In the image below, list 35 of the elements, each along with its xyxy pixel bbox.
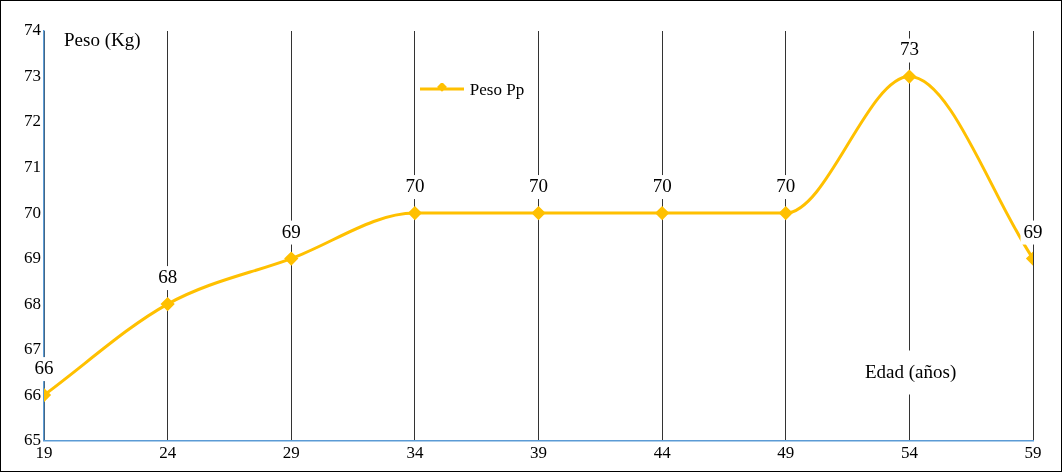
x-tick-label: 39: [530, 443, 547, 463]
data-label: 70: [652, 175, 672, 197]
y-axis-title: Peso (Kg): [64, 28, 141, 51]
x-tick-label: 34: [406, 443, 424, 463]
point: [655, 206, 669, 220]
x-tick-label: 44: [653, 443, 672, 463]
data-label: 70: [776, 175, 796, 197]
y-tick-label: 68: [24, 293, 41, 313]
y-tick-label: 73: [24, 65, 41, 85]
y-tick-label: 69: [24, 248, 41, 268]
point: [408, 206, 422, 220]
x-tick-label: 29: [282, 443, 300, 463]
point: [161, 297, 175, 311]
x-tick-label: 54: [900, 443, 919, 463]
data-label: 73: [899, 38, 919, 60]
point: [902, 70, 916, 84]
data-label: 70: [529, 175, 548, 197]
legend-label: Peso Pp: [469, 80, 525, 101]
y-tick-label: 67: [24, 339, 42, 359]
x-tick-label: 49: [777, 443, 795, 463]
x-axis-title: Edad (años): [865, 360, 957, 383]
point: [532, 206, 545, 220]
y-tick-label: 70: [24, 202, 41, 222]
point: [284, 252, 298, 266]
x-tick-label: 59: [1024, 443, 1042, 463]
y-tick-label: 72: [24, 111, 41, 131]
y-tick-label: 66: [24, 384, 41, 404]
y-tick-label: 74: [24, 20, 42, 40]
data-label: 69: [281, 220, 301, 242]
data-label: 69: [1023, 220, 1043, 242]
y-tick-label: 71: [24, 157, 41, 176]
point: [779, 206, 793, 220]
x-tick-label: 24: [159, 443, 177, 463]
data-label: 70: [405, 175, 425, 197]
data-label: 68: [158, 266, 178, 288]
